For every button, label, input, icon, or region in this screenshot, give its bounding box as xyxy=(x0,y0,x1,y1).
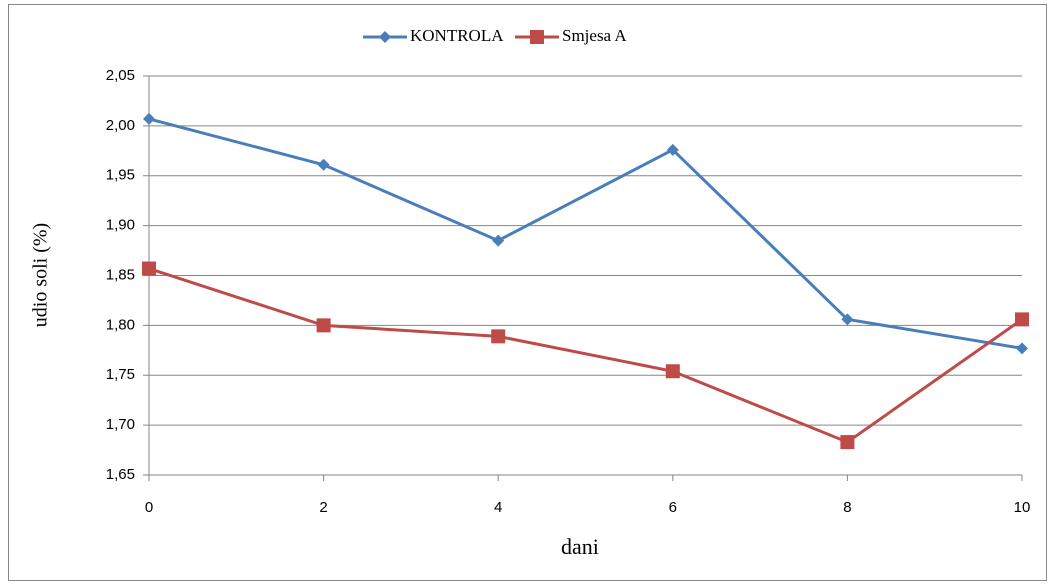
legend-marker xyxy=(530,30,544,44)
y-tick-label: 1,70 xyxy=(106,416,135,433)
data-point xyxy=(143,112,155,125)
y-tick-label: 2,00 xyxy=(106,117,135,134)
data-point xyxy=(665,364,680,379)
data-point xyxy=(666,143,679,156)
y-tick-label: 1,75 xyxy=(106,366,135,383)
legend-label: Smjesa A xyxy=(562,26,627,45)
data-point xyxy=(1016,342,1028,355)
y-tick-label: 1,90 xyxy=(106,217,135,234)
y-tick-label: 1,95 xyxy=(106,167,135,184)
y-tick-label: 1,85 xyxy=(106,266,135,283)
data-point xyxy=(1015,312,1029,327)
x-tick-label: 2 xyxy=(319,499,327,516)
y-axis-title: udio soli (%) xyxy=(30,223,52,327)
data-point xyxy=(840,435,855,450)
x-tick-label: 10 xyxy=(1014,499,1031,516)
y-tick-label: 1,65 xyxy=(106,466,135,483)
x-axis-title: dani xyxy=(561,534,599,559)
data-point xyxy=(492,234,505,247)
y-tick-label: 1,80 xyxy=(106,316,135,333)
chart-frame xyxy=(8,4,1047,581)
x-tick-label: 0 xyxy=(145,499,153,516)
series-line xyxy=(148,117,1023,350)
y-tick-label: 2,05 xyxy=(106,67,135,84)
data-point xyxy=(317,158,330,171)
legend-label: KONTROLA xyxy=(410,26,504,45)
data-point xyxy=(841,313,854,326)
x-tick-label: 6 xyxy=(669,499,677,516)
x-tick-label: 8 xyxy=(843,499,851,516)
x-tick-label: 4 xyxy=(494,499,502,516)
data-point xyxy=(142,261,156,276)
series-line xyxy=(148,267,1023,444)
data-point xyxy=(491,329,506,344)
data-point xyxy=(316,318,331,333)
legend-marker xyxy=(379,31,391,43)
